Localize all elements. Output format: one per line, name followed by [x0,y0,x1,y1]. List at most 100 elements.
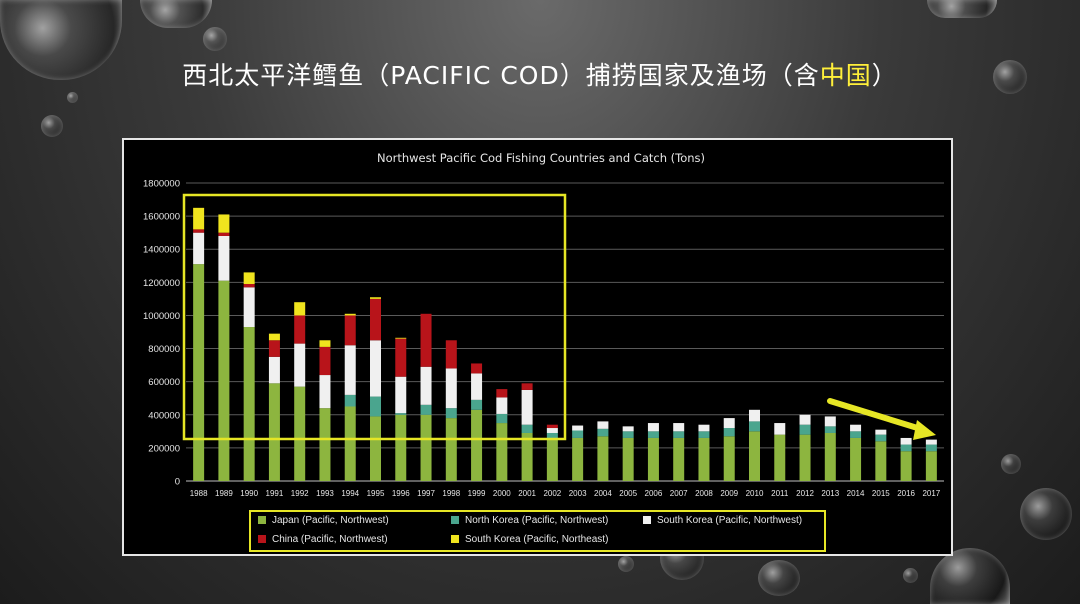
bar-segment [496,389,508,398]
bar-segment [193,229,205,233]
x-tick-label: 1992 [291,489,309,498]
highlight-box [182,193,567,441]
bar-segment [799,434,811,481]
bar-segment [824,416,836,427]
bar-segment [420,404,432,415]
bar-segment [344,345,356,395]
x-tick-label: 2017 [922,489,940,498]
legend-item-north-korea: North Korea (Pacific, Northwest) [451,515,608,526]
bar-segment [294,343,306,387]
legend-item-japan: Japan (Pacific, Northwest) [258,515,389,526]
bar-segment [395,376,407,414]
bar-segment [420,414,432,481]
annotations [182,193,936,441]
water-bubble-decoration [903,568,918,583]
bar-segment [496,397,508,414]
legend-swatch-north-korea [451,516,459,525]
x-tick-label: 2010 [746,489,764,498]
x-tick-label: 2000 [493,489,511,498]
bar-segment [471,409,483,481]
bar-segment [218,280,230,481]
bar-segment [698,437,710,481]
bar-segment [673,423,685,432]
bar-segment [294,315,306,344]
bar-segment [622,437,634,481]
bar-segment [420,313,432,367]
bar-segment [370,297,381,299]
chart-panel: Northwest Pacific Cod Fishing Countries … [122,138,953,556]
x-tick-label: 2012 [796,489,814,498]
bar-segment [850,437,862,481]
bar-segment [546,432,558,440]
bar-segment [370,416,381,481]
bar-segment [268,340,280,357]
bar-segment [370,340,381,397]
bar-segment [900,444,912,452]
bar-segment [218,235,230,281]
bar-segment [774,434,786,481]
x-tick-label: 2007 [670,489,688,498]
bar-segment [622,426,634,432]
bar-segment [294,386,306,481]
legend-item-south-korea-ne: South Korea (Pacific, Northeast) [451,534,608,545]
bar-segment [546,428,558,433]
bar-segment [723,418,735,429]
bar-segment [471,363,483,374]
water-bubble-decoration [758,560,800,596]
bar-segment [344,394,356,407]
bar-segment [572,430,584,438]
bar-segment [496,413,508,424]
x-tick-label: 1991 [266,489,284,498]
bar-segment [370,396,381,417]
bar-segment [749,409,760,422]
bar-segment [799,414,811,425]
x-tick-label: 1998 [442,489,460,498]
bar-segment [850,431,862,438]
bar-segment [799,424,811,435]
x-tick-label: 1990 [240,489,258,498]
bar-segment [698,424,710,432]
bar-segment [268,333,280,341]
x-tick-label: 2015 [872,489,890,498]
legend-swatch-china [258,535,266,544]
bar-segment [622,431,634,438]
bar-segment [471,399,483,410]
bar-segment [572,437,584,481]
y-tick-label: 1000000 [143,311,180,322]
x-tick-label: 2008 [695,489,713,498]
water-bubble-decoration [67,92,78,103]
bar-segment [723,428,735,437]
y-tick-label: 800000 [148,344,180,355]
bar-segment [319,346,331,376]
y-tick-label: 600000 [148,377,180,388]
legend-swatch-south-korea-ne [451,535,459,544]
bar-segment [370,298,381,341]
bar-segment [319,375,331,409]
legend-item-south-korea-nw: South Korea (Pacific, Northwest) [643,515,802,526]
bar-segment [395,414,407,481]
x-axis-ticks: 1988 1989 1990 1991 1992 1993 1994 1995 1996 1997… [190,489,941,498]
bar-segment [521,432,533,481]
legend-label: South Korea (Pacific, Northeast) [465,534,609,545]
x-tick-label: 2003 [569,489,587,498]
bar-segment [875,441,887,481]
bar-segment [546,439,558,481]
x-tick-label: 2013 [821,489,839,498]
water-bubble-decoration [203,27,227,51]
bar-segment [193,207,205,230]
slide-title-highlight: 中国 [819,61,872,90]
bar-segment [647,437,659,481]
legend-label: North Korea (Pacific, Northwest) [465,515,609,526]
bar-segment [268,356,280,384]
bar-segment [749,421,760,432]
water-bubble-decoration [1001,454,1021,474]
bar-segment [824,426,836,433]
x-tick-label: 2011 [771,489,789,498]
bar-segment [243,283,255,288]
water-bubble-decoration [993,60,1027,94]
bar-segment [521,389,533,425]
bar-segment [925,439,937,445]
x-tick-label: 2006 [645,489,663,498]
bar-segment [243,272,255,284]
bar-segment [824,432,836,481]
